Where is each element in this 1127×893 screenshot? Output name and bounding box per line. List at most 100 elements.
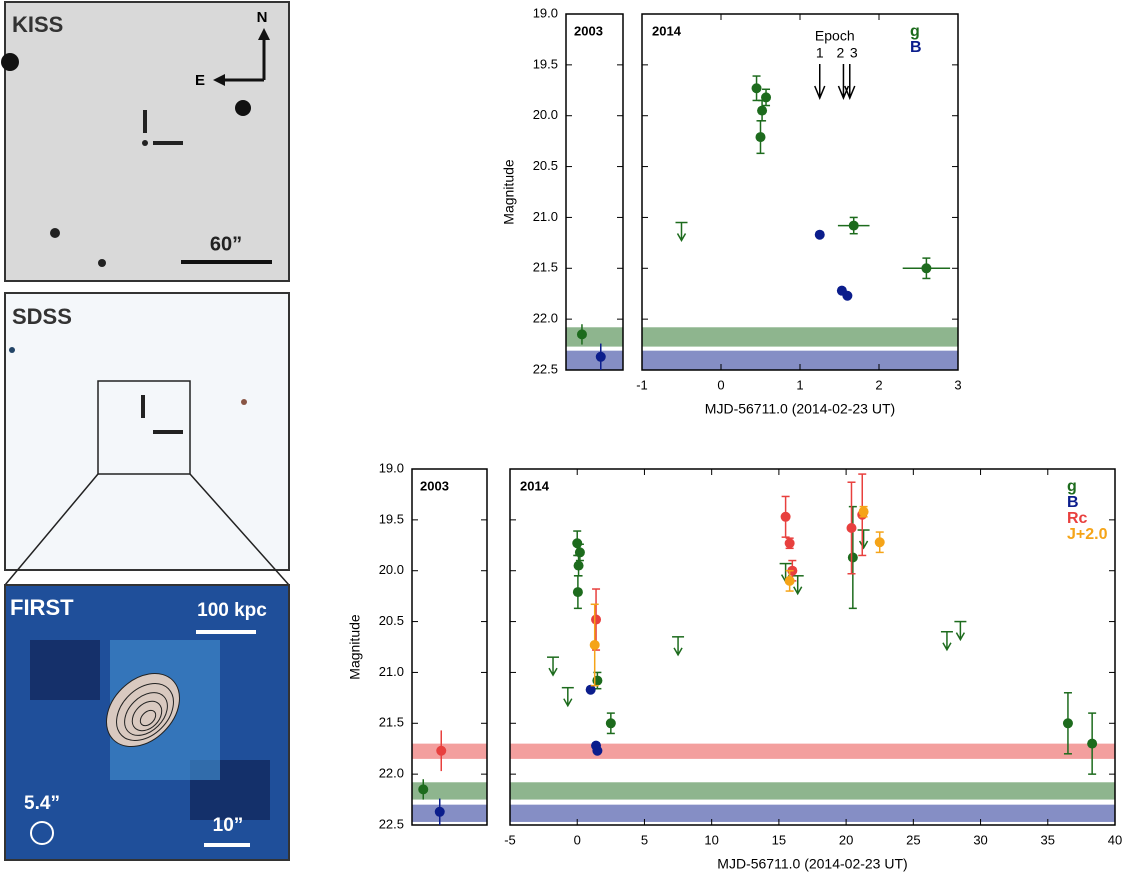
point [572, 538, 583, 549]
panel-label: SDSS [12, 304, 72, 329]
epoch-arrow [814, 64, 826, 100]
y-tick-label: 21.0 [533, 209, 558, 224]
point [592, 745, 603, 756]
y-tick-label: 22.5 [533, 361, 558, 376]
panel-label: KISS [12, 12, 63, 37]
reference-band [510, 804, 1115, 822]
point [755, 132, 766, 143]
point [921, 263, 932, 274]
legend-label: Rc [1067, 510, 1088, 527]
reference-band [642, 327, 958, 347]
x-tick-label: 3 [954, 377, 961, 392]
upper-limit-arrow [793, 575, 803, 596]
upper-limit-arrow [955, 621, 966, 642]
point [761, 92, 772, 103]
epoch-title: Epoch [815, 28, 855, 44]
x-tick-label: 1 [796, 377, 803, 392]
compass-n: N [257, 9, 268, 26]
reference-band [566, 327, 623, 347]
noise [30, 640, 100, 700]
panel-label: 2014 [520, 478, 550, 493]
y-tick-label: 19.0 [533, 5, 558, 20]
panel-label: FIRST [10, 595, 74, 620]
zoom-line [4, 473, 99, 586]
x-tick-label: 15 [772, 832, 786, 847]
legend-label: g [1067, 478, 1077, 495]
y-tick-label: 22.5 [379, 816, 404, 831]
upper-limit-arrow [858, 530, 869, 550]
epoch-label: 1 [816, 45, 824, 61]
star [235, 100, 251, 116]
epoch-label: 2 [837, 45, 845, 61]
contours [106, 673, 180, 747]
point [591, 614, 602, 625]
y-tick-label: 19.0 [379, 460, 404, 475]
star [98, 259, 106, 267]
reference-band [412, 743, 487, 759]
y-tick-label: 19.5 [533, 56, 558, 71]
star [241, 399, 247, 405]
x-tick-label: 0 [574, 832, 581, 847]
upper-limit-arrow [673, 636, 683, 657]
reference-band [510, 782, 1115, 800]
point [585, 684, 596, 695]
point [814, 229, 825, 240]
point [589, 639, 600, 650]
legend-label: J+2.0 [1067, 526, 1108, 543]
scale-label: 100 kpc [197, 600, 267, 621]
y-axis-label: Magnitude [501, 159, 517, 225]
x-tick-label: 35 [1041, 832, 1055, 847]
point [573, 560, 584, 571]
y-axis-label: Magnitude [347, 614, 363, 680]
legend-label: B [1067, 494, 1079, 511]
y-tick-label: 22.0 [379, 766, 404, 781]
x-tick-label: -1 [636, 377, 648, 392]
compass [213, 74, 225, 86]
point [784, 575, 795, 586]
plot-frame [509, 468, 1116, 826]
x-tick-label: 0 [717, 377, 724, 392]
point [848, 220, 859, 231]
epoch-arrow [844, 64, 856, 100]
legend-label: g [910, 23, 920, 40]
x-axis-label: MJD-56711.0 (2014-02-23 UT) [705, 401, 895, 417]
x-tick-label: 5 [641, 832, 648, 847]
point [846, 522, 857, 533]
x-tick-label: 30 [973, 832, 987, 847]
plot-frame [641, 13, 959, 371]
reference-band [412, 782, 487, 800]
point [751, 83, 762, 94]
upper-limit-arrow [548, 657, 558, 677]
star [50, 228, 60, 238]
y-tick-label: 20.0 [533, 107, 558, 122]
beam [30, 821, 54, 845]
point [592, 675, 603, 686]
point [842, 290, 853, 301]
panel-label: 2014 [652, 23, 682, 38]
epoch-label: 3 [850, 45, 858, 61]
y-tick-label: 20.5 [533, 158, 558, 173]
source [142, 140, 148, 146]
upper-limit-arrow [942, 631, 952, 652]
point [1087, 738, 1098, 749]
point-2003 [595, 351, 606, 362]
y-tick-label: 21.0 [379, 664, 404, 679]
y-tick-label: 21.5 [379, 715, 404, 730]
zoom-line [189, 473, 290, 586]
plot-frame [565, 13, 624, 371]
y-tick-label: 22.0 [533, 311, 558, 326]
point-2003 [418, 784, 429, 795]
point [858, 506, 869, 517]
point [784, 538, 795, 549]
compass-e: E [195, 72, 205, 89]
panel-label: 2003 [420, 478, 449, 493]
scale-label: 10” [213, 815, 244, 836]
star [1, 53, 19, 71]
star [9, 347, 15, 353]
point [605, 718, 616, 729]
x-axis-label: MJD-56711.0 (2014-02-23 UT) [717, 856, 907, 872]
point [757, 105, 768, 116]
x-tick-label: 25 [906, 832, 920, 847]
sdss-image [4, 292, 290, 571]
